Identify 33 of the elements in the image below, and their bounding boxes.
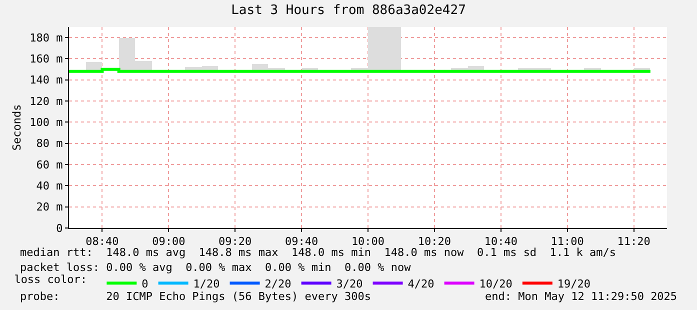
legend-label: 1/20 [193, 277, 220, 290]
text: median rtt: 148.0 ms avg 148.8 ms max 148.0 ms min 148.0 ms now 0.1 ms sd 1.1 k am/s [20, 246, 616, 259]
x-tick-label: 09:20 [218, 235, 252, 248]
y-tick-label: 0 [56, 222, 63, 235]
y-tick-label: 60 m [36, 158, 64, 172]
legend-label: 10/20 [479, 277, 512, 290]
text: probe: 20 ICMP Echo Pings (56 Bytes) every 300s [20, 290, 371, 303]
chart-title: Last 3 Hours from 886a3a02e427 [231, 2, 466, 18]
x-tick-label: 11:00 [550, 235, 584, 248]
y-axis-title: Seconds [10, 104, 24, 151]
text: packet loss: 0.00 % avg 0.00 % max 0.00 % min 0.00 % now [20, 261, 412, 274]
y-tick-label: 80 m [36, 137, 64, 150]
legend-label: 2/20 [264, 277, 292, 290]
y-tick-label: 100 m [30, 116, 64, 130]
legend-label: 4/20 [408, 277, 434, 290]
y-tick-label: 120 m [30, 94, 64, 108]
legend-label: 0 [142, 277, 148, 290]
x-tick-label: 08:40 [86, 235, 119, 248]
legend-title: loss color: [14, 272, 94, 286]
x-tick-label: 10:20 [418, 235, 452, 248]
x-tick-label: 10:00 [351, 235, 385, 248]
x-tick-label: 10:40 [484, 235, 518, 248]
y-tick-label: 20 m [36, 200, 64, 214]
x-tick-label: 09:40 [284, 235, 318, 248]
legend-label: 19/20 [557, 277, 591, 290]
y-tick-label: 160 m [30, 52, 64, 66]
text: end: Mon May 12 11:29:50 2025 [485, 290, 678, 303]
y-tick-label: 140 m [30, 74, 64, 87]
y-tick-label: 40 m [36, 180, 64, 193]
legend-label: 3/20 [336, 277, 363, 290]
y-tick-label: 180 m [30, 31, 64, 44]
x-tick-label: 11:20 [617, 235, 650, 248]
x-tick-label: 09:00 [152, 235, 186, 248]
